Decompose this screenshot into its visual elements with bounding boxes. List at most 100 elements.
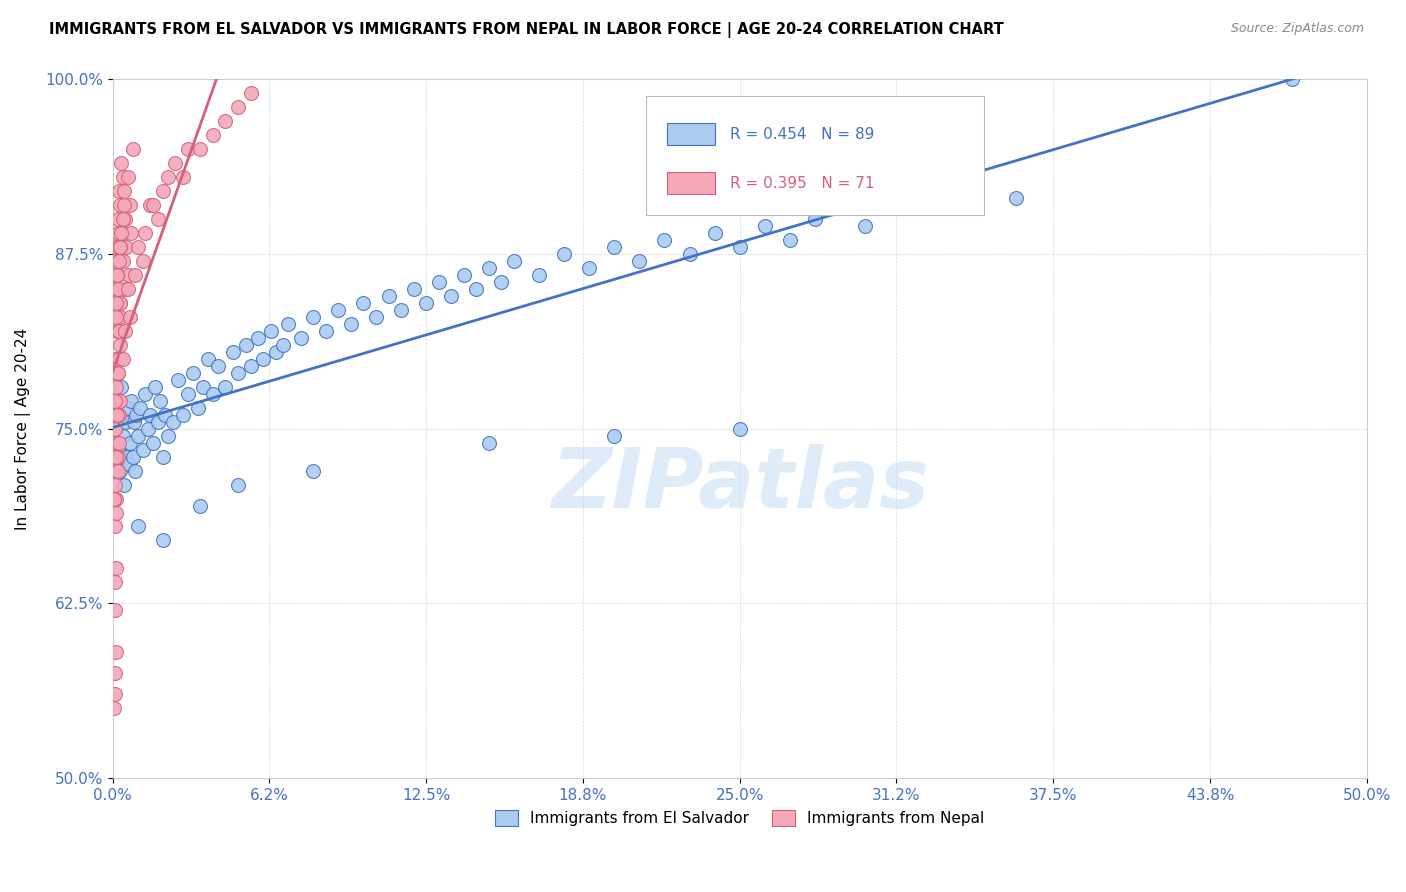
Point — [201, 128, 224, 142]
Point — [239, 359, 262, 373]
Point — [107, 442, 129, 457]
Point — [104, 366, 127, 380]
Point — [112, 198, 135, 212]
Point — [654, 233, 676, 247]
Point — [1281, 72, 1303, 87]
Point — [134, 226, 156, 240]
Point — [104, 421, 127, 435]
Point — [139, 408, 162, 422]
Point — [122, 415, 145, 429]
Point — [315, 324, 337, 338]
Point — [114, 211, 136, 226]
Point — [105, 435, 128, 450]
Point — [108, 295, 131, 310]
Point — [364, 310, 387, 324]
Point — [177, 142, 200, 156]
Point — [104, 575, 127, 590]
Point — [136, 421, 159, 435]
Point — [104, 666, 127, 681]
Point — [302, 310, 325, 324]
Point — [201, 386, 224, 401]
Point — [105, 491, 128, 506]
Point — [103, 491, 125, 506]
Point — [491, 275, 513, 289]
Point — [197, 351, 219, 366]
Point — [181, 366, 204, 380]
Point — [111, 211, 134, 226]
Point — [235, 337, 257, 351]
Point — [105, 408, 128, 422]
Point — [108, 393, 131, 408]
Point — [108, 351, 131, 366]
Point — [114, 282, 136, 296]
Point — [187, 401, 209, 415]
Point — [114, 324, 136, 338]
Text: R = 0.454   N = 89: R = 0.454 N = 89 — [730, 127, 875, 142]
Point — [239, 86, 262, 100]
Point — [191, 379, 214, 393]
Point — [247, 331, 270, 345]
Point — [107, 282, 129, 296]
Point — [104, 519, 127, 533]
Point — [152, 533, 174, 548]
Point — [134, 386, 156, 401]
Point — [340, 317, 363, 331]
Point — [440, 289, 463, 303]
Point — [1004, 191, 1026, 205]
Point — [108, 324, 131, 338]
Point — [754, 219, 776, 233]
Point — [115, 450, 138, 464]
Point — [929, 198, 952, 212]
Point — [103, 701, 125, 715]
Point — [127, 428, 149, 442]
Point — [107, 450, 129, 464]
Point — [107, 211, 129, 226]
Point — [628, 253, 651, 268]
Point — [112, 477, 135, 491]
Point — [108, 198, 131, 212]
Point — [146, 211, 169, 226]
Point — [105, 324, 128, 338]
Point — [117, 169, 139, 184]
Point — [328, 302, 350, 317]
Point — [132, 442, 155, 457]
Point — [252, 351, 274, 366]
Point — [465, 282, 488, 296]
Point — [290, 331, 312, 345]
Point — [108, 464, 131, 478]
Point — [402, 282, 425, 296]
Point — [104, 464, 127, 478]
Point — [103, 421, 125, 435]
Text: R = 0.395   N = 71: R = 0.395 N = 71 — [730, 176, 875, 191]
Point — [166, 373, 188, 387]
Point — [226, 477, 249, 491]
Point — [104, 393, 127, 408]
Point — [104, 295, 127, 310]
Point — [162, 415, 184, 429]
Text: ZIPatlas: ZIPatlas — [551, 444, 928, 525]
Point — [125, 408, 148, 422]
Point — [121, 450, 143, 464]
Point — [139, 198, 162, 212]
Point — [259, 324, 281, 338]
Point — [779, 233, 801, 247]
Point — [728, 421, 751, 435]
Point — [165, 156, 187, 170]
Point — [107, 268, 129, 282]
Point — [277, 317, 299, 331]
Point — [120, 198, 142, 212]
Point — [578, 260, 600, 275]
Point — [108, 240, 131, 254]
Point — [678, 247, 700, 261]
Point — [108, 408, 131, 422]
Point — [804, 211, 827, 226]
Point — [104, 282, 127, 296]
Bar — [666, 123, 714, 145]
Point — [104, 450, 127, 464]
Point — [115, 240, 138, 254]
Point — [105, 240, 128, 254]
Point — [142, 198, 165, 212]
Point — [603, 428, 626, 442]
Point — [118, 268, 141, 282]
Bar — [666, 172, 714, 194]
